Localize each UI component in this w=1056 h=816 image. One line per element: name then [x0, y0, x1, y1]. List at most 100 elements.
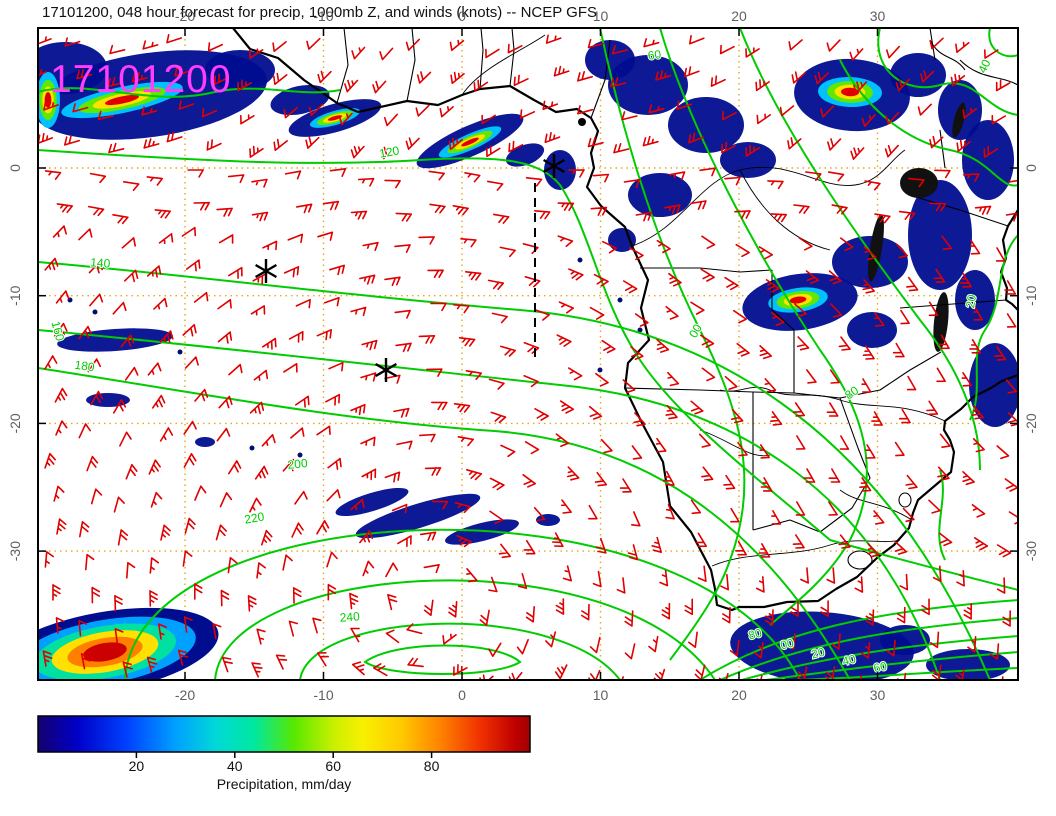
- height-contour-label: 120: [378, 143, 400, 160]
- height-contour-label: 240: [339, 609, 360, 624]
- marker-layer: [255, 154, 565, 382]
- x-tick-label-bottom: -20: [175, 687, 195, 703]
- country-border: [929, 28, 1018, 86]
- colorbar-tick-label: 60: [325, 758, 341, 774]
- wind-barb-layer: [38, 34, 1018, 680]
- precip-area: [720, 142, 776, 178]
- height-contour-label: 20: [810, 645, 827, 662]
- height-contour-label: 60: [647, 47, 662, 63]
- height-contour: [38, 261, 991, 680]
- height-contour-label: 140: [90, 255, 111, 270]
- height-contour: [124, 528, 801, 680]
- precip-area: [962, 120, 1014, 200]
- low-center-asterisk: [255, 259, 277, 283]
- height-contour-label: 160: [49, 319, 68, 342]
- height-contour: [599, 28, 746, 661]
- okavango-river: [699, 429, 771, 457]
- precip-intense-core: [327, 115, 343, 121]
- x-tick-label-top: 0: [458, 8, 466, 24]
- y-tick-label-left: 0: [7, 164, 23, 172]
- height-contour: [988, 28, 1018, 58]
- wind-barbs: [38, 34, 1018, 680]
- height-contour-label: 20: [963, 293, 979, 309]
- height-contour: [659, 28, 868, 626]
- height-contour: [363, 644, 522, 675]
- height-contour-layer: [38, 28, 1018, 680]
- colorbar-caption: Precipitation, mm/day: [217, 776, 352, 792]
- height-contour: [38, 367, 851, 680]
- orange-river: [711, 539, 901, 567]
- precip-speck: [249, 445, 255, 451]
- country-border: [899, 299, 1007, 309]
- plot-frame: [37, 27, 1019, 681]
- country-border: [640, 267, 773, 273]
- precip-intense-core: [461, 137, 479, 147]
- height-contour: [299, 622, 621, 680]
- height-contour: [699, 599, 1018, 680]
- precip-area: [195, 437, 215, 447]
- lake-malawi: [933, 292, 949, 352]
- height-contour-label: 40: [841, 652, 858, 669]
- precip-intense-core: [789, 296, 807, 304]
- precip-speck: [597, 367, 603, 373]
- datetime-stamp: 17101200: [50, 58, 232, 101]
- precip-area: [955, 270, 995, 330]
- low-center-asterisk: [543, 154, 565, 178]
- precip-area: [57, 328, 173, 352]
- precip-area: [668, 97, 744, 153]
- x-tick-label-bottom: 20: [731, 687, 747, 703]
- y-tick-label-right: -20: [1023, 413, 1039, 433]
- height-contour-label: 80: [842, 383, 861, 402]
- precip-speck: [92, 309, 98, 315]
- country-border: [918, 197, 1009, 227]
- height-contour-label: 00: [686, 321, 705, 340]
- country-border: [752, 397, 871, 533]
- country-border: [839, 351, 942, 399]
- colorbar-tick-label: 20: [129, 758, 145, 774]
- lake-victoria: [900, 168, 938, 198]
- height-contour-label: 60: [872, 659, 888, 676]
- lake-tanganyika: [868, 214, 884, 282]
- low-center-asterisk: [375, 358, 397, 382]
- x-tick-label-bottom: -10: [313, 687, 333, 703]
- precip-speck: [637, 327, 643, 333]
- country-border: [771, 270, 795, 393]
- colorbar-tick-label: 80: [424, 758, 440, 774]
- precip-speck: [297, 452, 303, 458]
- precip-intense-core: [44, 92, 52, 108]
- x-tick-label-top: -20: [175, 8, 195, 24]
- precip-area: [969, 343, 1018, 427]
- precip-area: [335, 487, 409, 517]
- africa-coastline: [232, 28, 1018, 612]
- y-tick-label-right: -10: [1023, 285, 1039, 305]
- x-tick-label-top: 10: [593, 8, 609, 24]
- height-contour: [839, 59, 1018, 187]
- height-contour: [38, 329, 941, 680]
- lake-turkana: [952, 102, 966, 138]
- height-contour: [38, 149, 1018, 591]
- height-contour-label: 180: [74, 358, 96, 375]
- precip-speck: [177, 349, 183, 355]
- precip-area: [608, 228, 636, 252]
- precip-area: [847, 312, 897, 348]
- bioko-island: [578, 118, 586, 126]
- height-contour-label: 220: [243, 509, 265, 526]
- x-tick-label-top: -10: [313, 8, 333, 24]
- precip-area: [608, 55, 688, 115]
- y-tick-label-left: -10: [7, 285, 23, 305]
- height-contour: [38, 87, 341, 98]
- precip-area: [908, 180, 972, 290]
- precip-rainbow-band: [83, 642, 127, 662]
- precip-intense-core: [105, 94, 139, 106]
- x-tick-label-bottom: 30: [870, 687, 886, 703]
- x-tick-label-bottom: 10: [593, 687, 609, 703]
- height-contour-label: 80: [747, 626, 764, 643]
- zambezi-river: [719, 386, 946, 422]
- colorbar-gradient: [38, 716, 530, 752]
- colorbar-ticks: 20 40 60 80: [129, 752, 440, 774]
- x-tick-label-top: 20: [731, 8, 747, 24]
